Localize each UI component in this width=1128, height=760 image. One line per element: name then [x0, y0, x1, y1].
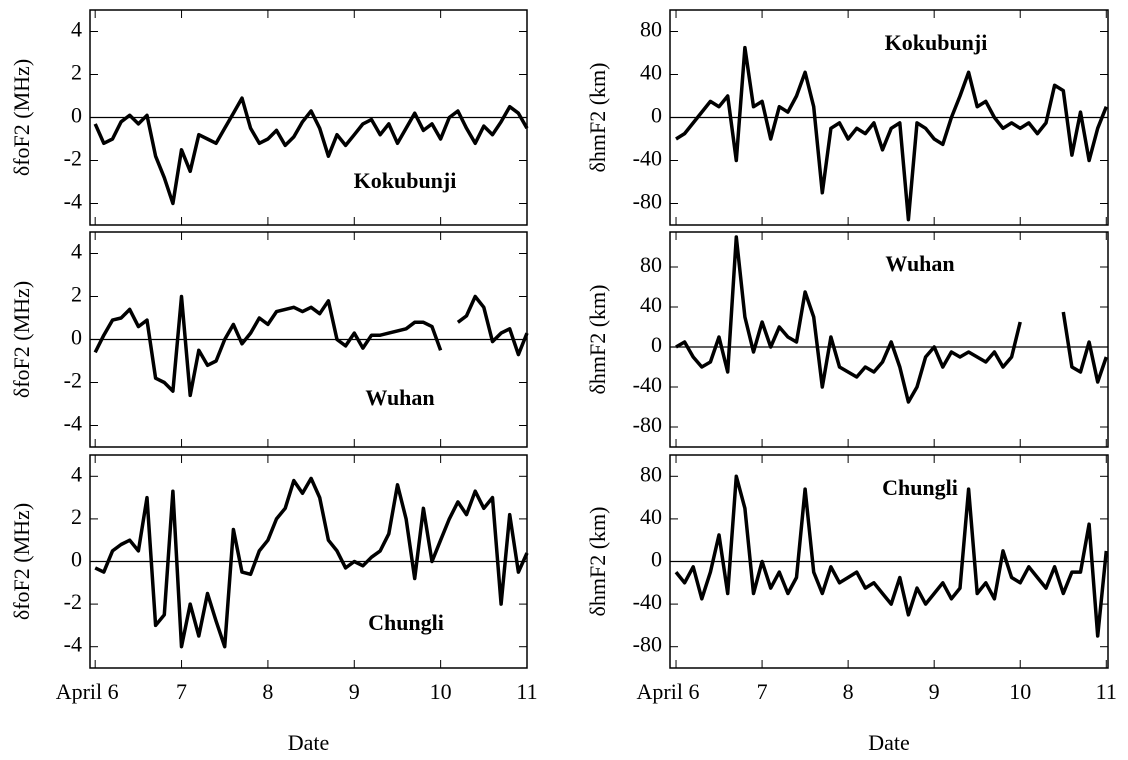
y-tick-label: 2	[71, 504, 82, 529]
y-tick-label: 40	[640, 504, 662, 529]
y-tick-label: -4	[64, 632, 82, 657]
y-axis-label: δfoF2 (MHz)	[9, 503, 34, 620]
x-tick-label: 10	[430, 679, 452, 704]
x-tick-label: 7	[176, 679, 187, 704]
y-tick-label: 0	[651, 332, 662, 357]
y-tick-label: -2	[64, 368, 82, 393]
data-line	[93, 96, 529, 206]
y-tick-label: 4	[71, 461, 82, 486]
y-tick-label: 40	[640, 292, 662, 317]
y-tick-label: 80	[640, 17, 662, 42]
data-line	[675, 235, 1108, 404]
x-tick-label: 8	[843, 679, 854, 704]
y-axis-label: δhmF2 (km)	[585, 507, 610, 617]
x-tick-label: 9	[929, 679, 940, 704]
x-tick-label: 7	[757, 679, 768, 704]
y-tick-label: -4	[64, 411, 82, 436]
y-tick-label: 4	[71, 239, 82, 264]
y-tick-label: -80	[633, 412, 662, 437]
y-tick-label: 0	[71, 103, 82, 128]
x-tick-label: 10	[1009, 679, 1031, 704]
y-tick-label: -2	[64, 146, 82, 171]
y-axis-label: δfoF2 (MHz)	[9, 59, 34, 176]
y-tick-label: -80	[633, 632, 662, 657]
x-tick-label: 11	[516, 679, 537, 704]
station-label: Kokubunji	[885, 30, 988, 55]
data-line	[93, 294, 529, 398]
x-tick-label: April 6	[637, 679, 700, 704]
station-label: Kokubunji	[354, 168, 457, 193]
station-label: Wuhan	[365, 385, 434, 410]
y-tick-label: -40	[633, 372, 662, 397]
y-tick-label: 0	[651, 547, 662, 572]
y-tick-label: 2	[71, 282, 82, 307]
y-axis-label: δfoF2 (MHz)	[9, 281, 34, 398]
x-axis-label: Date	[868, 730, 910, 755]
data-line	[675, 45, 1108, 222]
x-tick-label: April 6	[56, 679, 119, 704]
y-tick-label: -80	[633, 189, 662, 214]
y-tick-label: 4	[71, 17, 82, 42]
y-tick-label: 0	[71, 547, 82, 572]
x-tick-label: 11	[1096, 679, 1117, 704]
y-tick-label: -40	[633, 146, 662, 171]
station-label: Wuhan	[885, 251, 954, 276]
y-tick-label: 0	[651, 103, 662, 128]
x-axis-label: Date	[288, 730, 330, 755]
y-tick-label: 80	[640, 252, 662, 277]
y-tick-label: 0	[71, 325, 82, 350]
x-tick-label: 8	[262, 679, 273, 704]
plot-frame	[669, 231, 1109, 448]
station-label: Chungli	[368, 610, 444, 635]
data-line	[674, 474, 1109, 638]
y-tick-label: -2	[64, 589, 82, 614]
y-tick-label: 80	[640, 461, 662, 486]
y-axis-label: δhmF2 (km)	[585, 285, 610, 395]
y-tick-label: 2	[71, 60, 82, 85]
y-tick-label: -40	[633, 589, 662, 614]
y-axis-label: δhmF2 (km)	[585, 63, 610, 173]
x-tick-label: 9	[349, 679, 360, 704]
y-tick-label: -4	[64, 189, 82, 214]
data-line	[94, 476, 529, 649]
station-label: Chungli	[882, 475, 958, 500]
y-tick-label: 40	[640, 60, 662, 85]
